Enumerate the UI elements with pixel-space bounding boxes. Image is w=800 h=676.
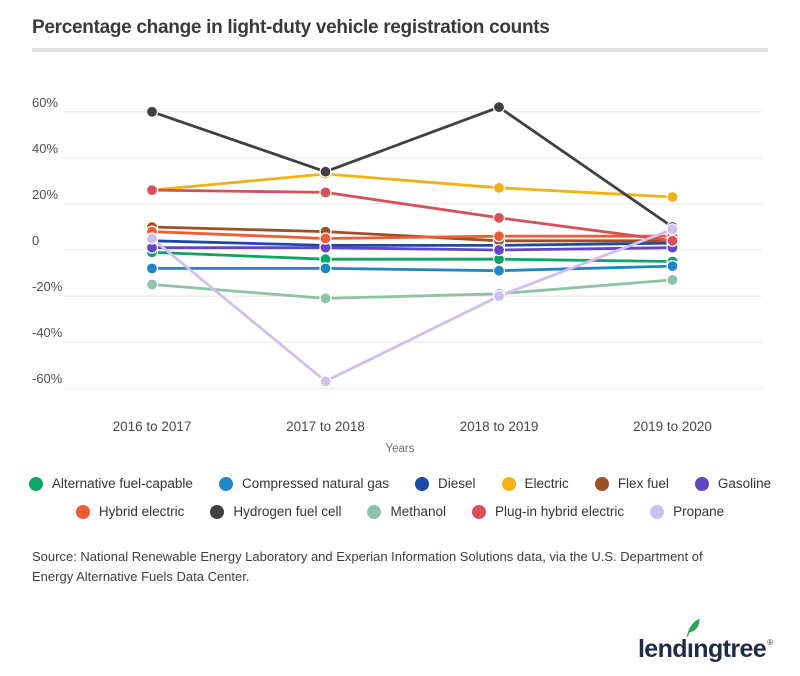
legend-item-plug-in-hybrid-electric: Plug-in hybrid electric	[472, 504, 624, 519]
x-axis-tick-label: 2018 to 2019	[460, 419, 539, 434]
chart-line-propane	[150, 227, 674, 383]
chart-line-compressed-natural-gas	[150, 264, 674, 273]
data-point-plug-in-hybrid-electric	[666, 234, 679, 247]
y-axis-tick-label: 20%	[32, 187, 58, 202]
data-point-methanol	[145, 278, 159, 291]
data-point-propane	[145, 232, 159, 245]
data-point-methanol	[666, 273, 679, 286]
legend-label: Compressed natural gas	[241, 476, 390, 491]
legend-label: Propane	[673, 504, 725, 519]
data-point-hybrid-electric	[319, 232, 332, 245]
legend-row: Hybrid electric Hydrogen fuel cell Methano…	[0, 504, 800, 519]
legend-label: Gasoline	[717, 476, 772, 491]
lendingtree-logo: lendıngtree®	[637, 618, 773, 663]
legend-label: Plug-in hybrid electric	[495, 504, 625, 519]
data-point-plug-in-hybrid-electric	[492, 211, 506, 224]
legend-swatch-hydrogen-fuel-cell	[210, 504, 225, 519]
source-note: Source: National Renewable Energy Labora…	[32, 549, 703, 585]
legend-label: Diesel	[438, 476, 476, 491]
legend-label: Methanol	[390, 504, 447, 519]
legend-swatch-plug-in-hybrid-electric	[472, 504, 487, 519]
data-point-methanol	[319, 292, 332, 305]
y-axis-tick-label: 0	[32, 233, 39, 248]
chart-line-hybrid-electric	[150, 230, 674, 240]
legend-row: Alternative fuel-capable Compressed natur…	[0, 476, 800, 491]
legend-item-alternative-fuel-capable: Alternative fuel-capable	[28, 476, 193, 491]
legend-label: Hydrogen fuel cell	[233, 504, 342, 519]
data-point-electric	[666, 190, 679, 204]
chart-legend: Alternative fuel-capable Compressed natur…	[0, 476, 800, 519]
y-axis-tick-label: 60%	[32, 95, 58, 110]
legend-item-gasoline: Gasoline	[694, 476, 772, 491]
data-point-compressed-natural-gas	[145, 262, 159, 275]
data-point-propane	[666, 223, 679, 236]
y-axis-tick-label: -60%	[32, 371, 63, 386]
data-point-electric	[492, 181, 506, 194]
legend-item-hybrid-electric: Hybrid electric	[75, 504, 185, 519]
legend-swatch-propane	[650, 504, 665, 519]
chart-line-electric	[150, 172, 674, 199]
legend-label: Hybrid electric	[98, 504, 185, 519]
chart-line-gasoline	[150, 246, 674, 252]
data-point-hybrid-electric	[492, 230, 506, 243]
leaf-icon	[686, 618, 700, 637]
legend-swatch-alternative-fuel-capable	[28, 476, 43, 491]
legend-item-propane: Propane	[650, 504, 724, 519]
legend-label: Flex fuel	[617, 476, 669, 491]
legend-swatch-diesel	[415, 476, 430, 491]
data-point-plug-in-hybrid-electric	[319, 186, 332, 199]
legend-label: Alternative fuel-capable	[51, 476, 193, 491]
chart-line-hydrogen-fuel-cell	[150, 105, 674, 229]
chart-line-plug-in-hybrid-electric	[150, 188, 674, 243]
data-point-compressed-natural-gas	[666, 260, 679, 273]
legend-item-electric: Electric	[501, 476, 569, 491]
title-divider	[32, 48, 768, 52]
legend-swatch-electric	[501, 476, 516, 491]
data-point-plug-in-hybrid-electric	[145, 183, 159, 197]
x-axis-tick-label: 2019 to 2020	[633, 419, 712, 434]
legend-swatch-methanol	[367, 504, 382, 519]
x-axis-tick-label: 2016 to 2017	[113, 419, 192, 434]
chart-line-diesel	[150, 239, 674, 247]
legend-swatch-compressed-natural-gas	[218, 476, 233, 491]
legend-label: Electric	[524, 476, 569, 491]
data-point-gasoline	[492, 243, 506, 257]
y-axis-tick-label: -40%	[32, 325, 63, 340]
chart-line-methanol	[150, 278, 674, 300]
legend-swatch-hybrid-electric	[75, 504, 90, 519]
legend-item-flex-fuel: Flex fuel	[594, 476, 669, 491]
logo-wordmark: lendıngtree	[637, 635, 767, 663]
line-chart: 60% 40% 20% 0 -20% -40% -60% 2016 to 2017 2017 t…	[32, 95, 762, 455]
legend-item-hydrogen-fuel-cell: Hydrogen fuel cell	[210, 504, 341, 519]
legend-item-compressed-natural-gas: Compressed natural gas	[218, 476, 390, 491]
data-point-hydrogen-fuel-cell	[492, 101, 506, 114]
legend-item-diesel: Diesel	[415, 476, 476, 491]
y-axis-tick-label: 40%	[32, 141, 58, 156]
legend-swatch-gasoline	[694, 476, 709, 491]
x-axis-title: Years	[386, 443, 415, 455]
data-point-propane	[319, 375, 332, 388]
data-point-hydrogen-fuel-cell	[145, 105, 159, 118]
x-axis-tick-label: 2017 to 2018	[286, 419, 365, 434]
legend-swatch-flex-fuel	[594, 476, 609, 491]
chart-line-alternative-fuel-capable	[150, 250, 674, 263]
data-point-compressed-natural-gas	[492, 264, 506, 277]
data-point-propane	[492, 290, 506, 303]
data-point-hydrogen-fuel-cell	[319, 165, 332, 178]
data-point-compressed-natural-gas	[319, 262, 332, 275]
registered-mark: ®	[767, 638, 773, 647]
legend-item-methanol: Methanol	[367, 504, 446, 519]
y-axis-tick-label: -20%	[32, 279, 63, 294]
chart-title: Percentage change in light-duty vehicle …	[32, 17, 550, 38]
